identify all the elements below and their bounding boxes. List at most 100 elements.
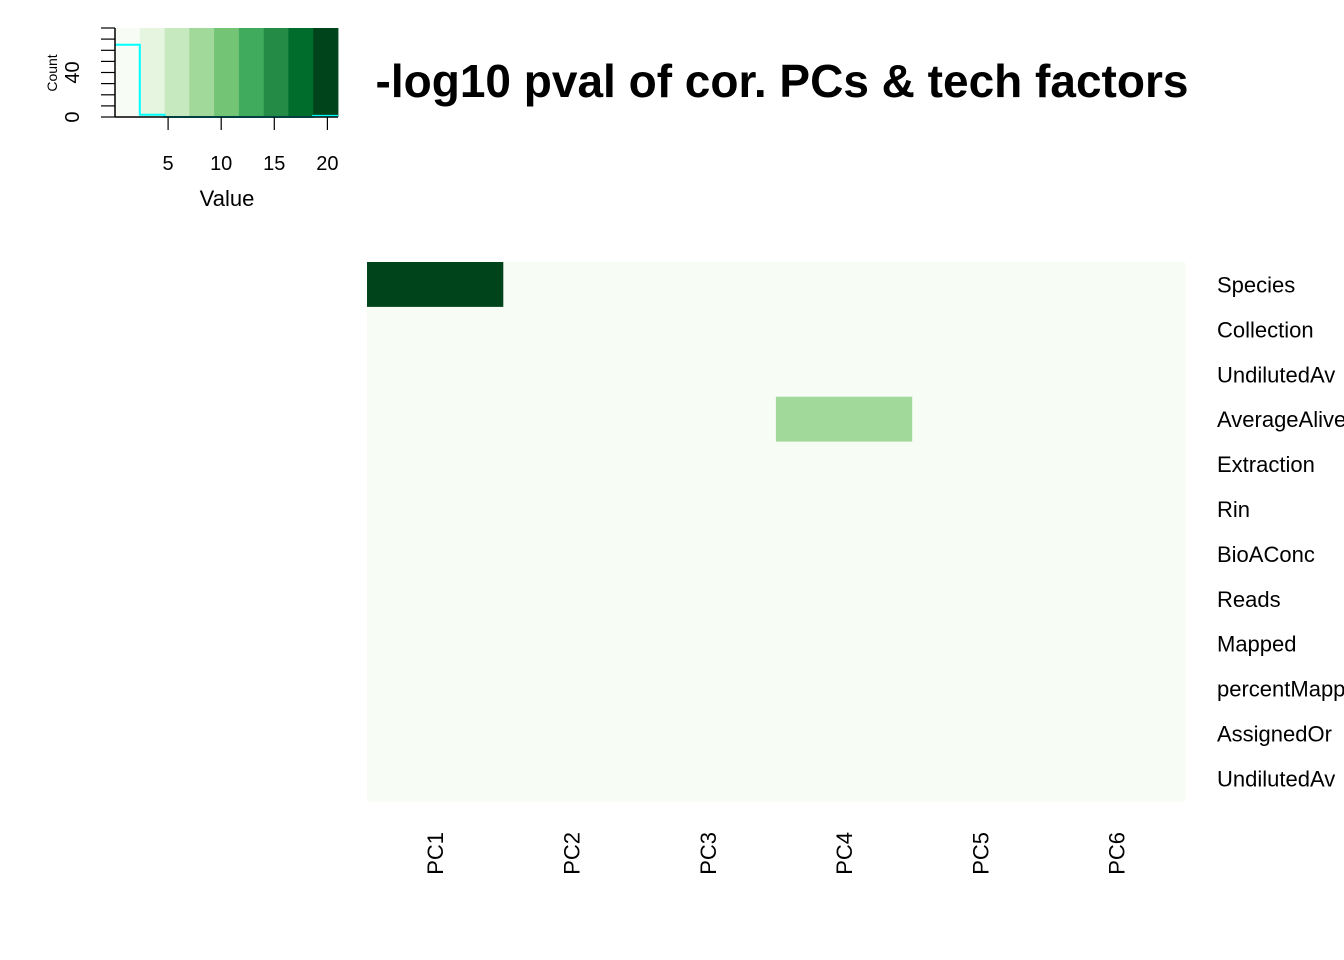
heatmap-cell (367, 486, 504, 532)
color-key-y-tick-label: 0 (62, 111, 84, 122)
color-key-band (164, 28, 190, 117)
heatmap-cell (503, 441, 641, 488)
color-key-band (139, 28, 165, 117)
heatmap-cell (775, 262, 913, 308)
color-key-xlabel: Value (200, 186, 255, 211)
heatmap-cell (367, 441, 504, 488)
heatmap-cell (775, 576, 913, 622)
heatmap-cell (912, 711, 1050, 757)
heatmap-cell (912, 486, 1050, 532)
heatmap-cell (912, 262, 1050, 308)
color-key: 5 10 15 20 0 40 Value Count (44, 20, 368, 211)
row-label: Reads (1217, 587, 1281, 612)
heatmap-cell (775, 531, 913, 577)
column-label: PC5 (968, 832, 993, 875)
heatmap-cell (1048, 306, 1186, 353)
color-key-y-ticks: 0 40 (62, 27, 115, 123)
column-label: PC2 (560, 832, 585, 875)
color-key-y-tick-label: 40 (62, 61, 84, 83)
row-label: percentMapp (1217, 677, 1344, 702)
heatmap-cell (503, 486, 641, 532)
row-label: Species (1217, 272, 1295, 297)
heatmap-cell (639, 576, 777, 622)
heatmap-cell (775, 666, 913, 712)
heatmap-cell (503, 531, 641, 577)
row-label: Collection (1217, 317, 1314, 342)
heatmap-cell (1048, 666, 1186, 712)
heatmap-cell (1048, 711, 1186, 757)
heatmap-cell (912, 396, 1050, 443)
color-key-x-tick-label: 15 (263, 153, 285, 175)
heatmap-cell (1048, 262, 1186, 308)
heatmap-cell (367, 306, 504, 353)
heatmap-cell (775, 486, 913, 532)
heatmap-cell (775, 351, 913, 398)
row-label: Extraction (1217, 452, 1315, 477)
heatmap-cell (1048, 531, 1186, 577)
row-label: Mapped (1217, 632, 1297, 657)
heatmap-cell (639, 351, 777, 398)
row-label: Rin (1217, 497, 1250, 522)
heatmap-cell (503, 576, 641, 622)
heatmap-cell (639, 262, 777, 308)
row-label: AverageAlive (1217, 407, 1344, 432)
color-key-ylabel: Count (44, 54, 60, 91)
heatmap-cell (775, 621, 913, 667)
heatmap-cell (639, 396, 777, 443)
heatmap-cell (912, 576, 1050, 622)
color-key-band (115, 28, 141, 117)
heatmap-cell (912, 351, 1050, 398)
heatmap-cell (503, 755, 641, 802)
heatmap-cell (1048, 576, 1186, 622)
heatmap-cell (639, 666, 777, 712)
heatmap-cell (1048, 755, 1186, 802)
heatmap-cell (367, 711, 504, 757)
row-label: BioAConc (1217, 542, 1315, 567)
column-label: PC3 (696, 832, 721, 875)
chart-title: -log10 pval of cor. PCs & tech factors (376, 55, 1189, 107)
heatmap-cell (367, 576, 504, 622)
column-label: PC1 (423, 832, 448, 875)
row-label: UndilutedAv (1217, 766, 1335, 791)
heatmap-cell (639, 621, 777, 667)
column-labels: PC1 PC2 PC3 PC4 PC5 PC6 (423, 832, 1130, 875)
heatmap-cell (367, 531, 504, 577)
heatmap-cell (912, 755, 1050, 802)
heatmap-cell (503, 396, 641, 443)
heatmap-cell (367, 351, 504, 398)
heatmap-cell (367, 396, 504, 443)
heatmap-cell (775, 441, 913, 488)
column-label: PC4 (832, 832, 857, 875)
heatmap-cell (367, 262, 504, 308)
heatmap-cell (912, 441, 1050, 488)
heatmap-cell (775, 306, 913, 353)
heatmap-cell (367, 621, 504, 667)
heatmap-cell (775, 396, 913, 443)
heatmap-cell (503, 666, 641, 712)
color-key-bands (115, 28, 339, 117)
heatmap-cell (1048, 351, 1186, 398)
heatmap-cell (1048, 621, 1186, 667)
heatmap-cell (1048, 396, 1186, 443)
color-key-band (214, 28, 240, 117)
heatmap-cells (367, 262, 1186, 802)
color-key-band (189, 28, 215, 117)
heatmap-cell (639, 755, 777, 802)
heatmap-cell (912, 621, 1050, 667)
color-key-band (313, 28, 339, 117)
color-key-band (238, 28, 265, 117)
heatmap-cell (639, 531, 777, 577)
heatmap-cell (367, 755, 504, 802)
color-key-backdrop (340, 20, 368, 130)
heatmap-cell (639, 306, 777, 353)
heatmap-cell (1048, 441, 1186, 488)
heatmap-cell (503, 711, 641, 757)
heatmap-cell (912, 531, 1050, 577)
heatmap-cell (503, 621, 641, 667)
heatmap-cell (503, 306, 641, 353)
heatmap-cell (503, 351, 641, 398)
heatmap-cell (1048, 486, 1186, 532)
color-key-band (263, 28, 289, 117)
color-key-x-tick-label: 20 (316, 153, 338, 175)
